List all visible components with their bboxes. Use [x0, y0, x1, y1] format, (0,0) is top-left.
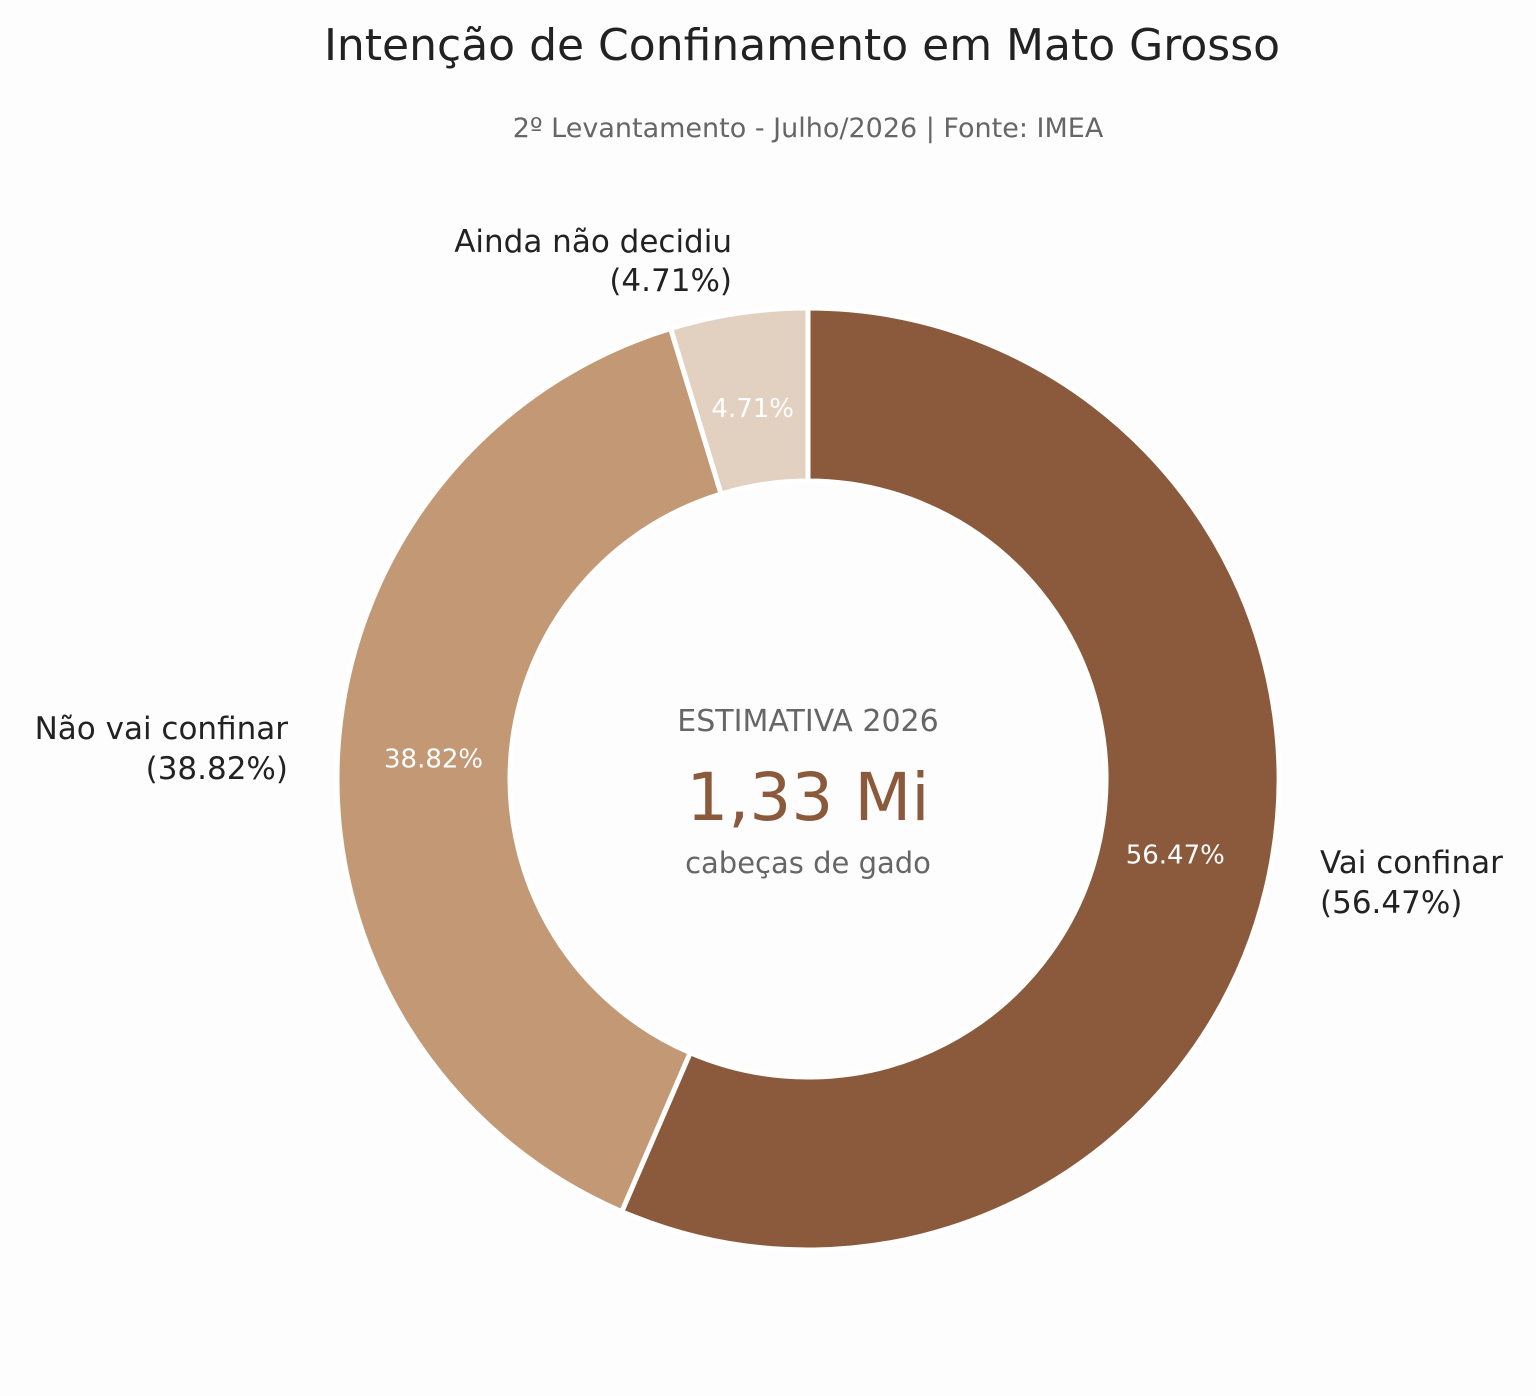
center-value: 1,33 Mi: [686, 759, 929, 836]
slice-3: [667, 305, 811, 498]
chart-title: Intenção de Confinamento em Mato Grosso: [324, 20, 1280, 71]
center-caption: ESTIMATIVA 2026: [677, 704, 938, 739]
slice-value-label: 38.82%: [384, 744, 483, 774]
slice-category-label: Ainda não decidiu: [454, 224, 732, 260]
inner-labels-layer: 56.47% 38.82% 4.71%: [384, 394, 1225, 871]
chart-subtitle: 2º Levantamento - Julho/2026 | Fonte: IM…: [513, 113, 1104, 144]
slice-outer-percent-label: (38.82%): [146, 751, 288, 787]
outer-labels-layer: Vai confinar (56.47%) Não vai confinar (38.…: [35, 224, 1503, 921]
center-unit: cabeças de gado: [685, 846, 931, 880]
slice-category-label: Não vai confinar: [35, 711, 289, 747]
slice-category-label: Vai confinar: [1320, 845, 1503, 881]
slice-value-label: 56.47%: [1126, 841, 1225, 871]
slice-outer-percent-label: (4.71%): [609, 263, 732, 299]
slice-outer-percent-label: (56.47%): [1320, 885, 1462, 921]
slices-layer: [334, 305, 1282, 1253]
slice-value-label: 4.71%: [711, 394, 794, 424]
center-summary: ESTIMATIVA 2026 1,33 Mi cabeças de gado: [677, 704, 938, 880]
slice-1: [618, 305, 1282, 1253]
slice-2: [334, 325, 725, 1215]
